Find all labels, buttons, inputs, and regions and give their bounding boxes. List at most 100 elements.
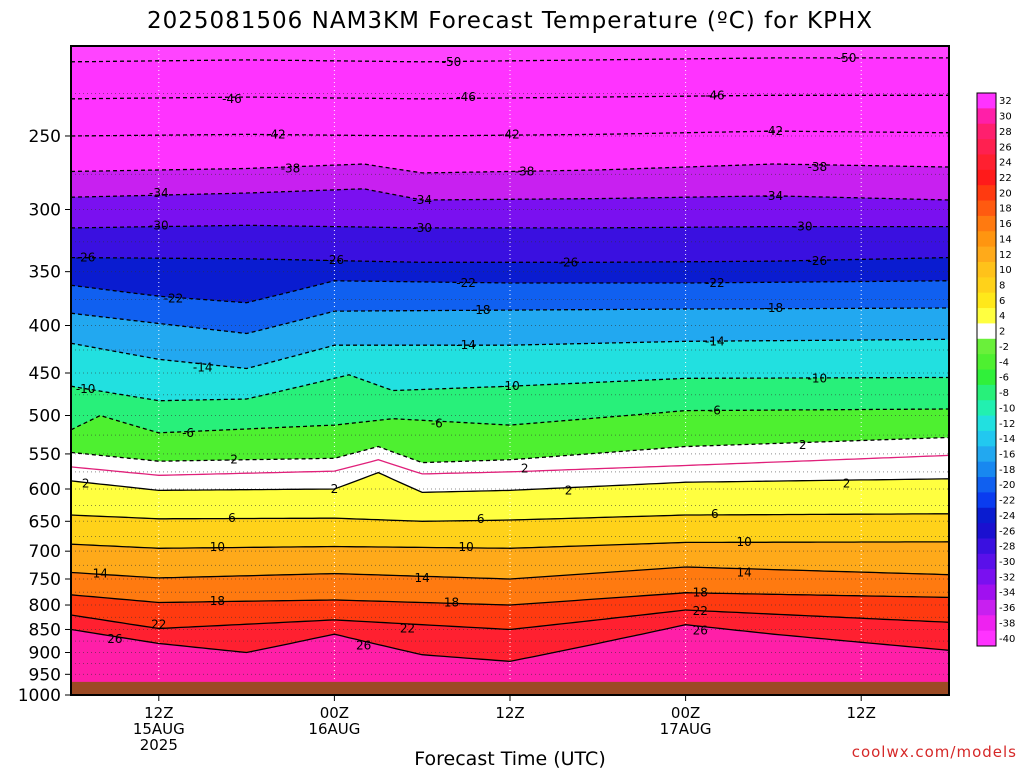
colorbar-swatch [977, 215, 996, 232]
colorbar-swatch [977, 277, 996, 294]
colorbar-tick-label: 6 [999, 296, 1005, 307]
colorbar-tick-label: 18 [999, 204, 1012, 215]
colorbar-tick-label: 26 [999, 142, 1012, 153]
colorbar-tick-label: -2 [999, 342, 1009, 353]
colorbar-tick-label: 16 [999, 219, 1012, 230]
contour-label: -18 [764, 301, 784, 315]
isotherm--2 [71, 436, 949, 464]
colorbar-tick-label: -8 [999, 388, 1009, 399]
colorbar-swatch [977, 400, 996, 417]
isotherm-2 [71, 471, 949, 494]
contour-label: -50 [442, 55, 462, 69]
y-tick-label: 800 [29, 596, 61, 616]
isotherm--6 [71, 408, 949, 434]
x-tick-label: 17AUG [660, 720, 712, 738]
isotherm--14 [71, 338, 949, 370]
colorbar-swatch [977, 599, 996, 616]
credit-text: coolwx.com/models [852, 743, 1017, 761]
colorbar-tick-label: -22 [999, 496, 1015, 507]
pressure-axis: 250 300 350 400 450 500 550 600 650 700 750 800 850 9… [18, 127, 71, 706]
colorbar-tick-label: 24 [999, 158, 1012, 169]
colorbar-swatch [977, 185, 996, 202]
colorbar-swatch [977, 139, 996, 155]
contour-label: -14 [193, 361, 213, 375]
colorbar-tick-label: 8 [999, 281, 1005, 292]
isotherm--42 [71, 130, 949, 137]
y-tick-label: 250 [29, 127, 61, 147]
contour-label: -34 [764, 189, 784, 203]
contour-label: 10 [736, 535, 751, 549]
colorbar-swatch [977, 630, 996, 647]
colorbar-tick-label: 2 [999, 327, 1005, 338]
isotherm--30 [71, 224, 949, 229]
y-tick-label: 700 [29, 542, 61, 562]
contour-label: -26 [325, 253, 345, 267]
colorbar-swatch [977, 415, 996, 432]
colorbar-tick-label: -40 [999, 634, 1015, 645]
y-tick-label: 750 [29, 570, 61, 590]
colorbar-tick-label: 20 [999, 188, 1012, 199]
colorbar-tick-label: -24 [999, 511, 1015, 522]
contour-label: -38 [281, 162, 301, 176]
contour-label: 18 [693, 586, 708, 600]
colorbar-swatch [977, 446, 996, 463]
y-tick-label: 900 [29, 644, 61, 664]
isotherm--10 [71, 374, 949, 402]
colorbar-tick-label: -14 [999, 434, 1015, 445]
y-tick-label: 600 [29, 480, 61, 500]
colorbar-tick-label: -30 [999, 557, 1015, 568]
contour-label: -10 [76, 382, 96, 396]
isotherm--18 [71, 307, 949, 335]
contour-label: -42 [500, 127, 520, 141]
colorbar-swatch [977, 323, 996, 340]
colorbar-swatch [977, 354, 996, 370]
contour-label: -46 [705, 88, 725, 102]
isotherm--22 [71, 280, 949, 304]
y-tick-label: 300 [29, 201, 61, 221]
contour-label: -22 [164, 291, 184, 305]
x-tick-label: 16AUG [308, 720, 360, 738]
y-tick-label: 500 [29, 406, 61, 426]
colorbar-swatch [977, 569, 996, 586]
x-tick-label: 00Z [320, 704, 349, 722]
x-tick-label: 12Z [144, 704, 173, 722]
contour-label: -38 [807, 160, 827, 174]
y-tick-label: 550 [29, 445, 61, 465]
colorbar-swatch [977, 231, 996, 248]
contour-label: 14 [736, 565, 751, 579]
x-tick-label: 15AUG [133, 720, 185, 738]
colorbar-swatch [977, 553, 996, 570]
colorbar-tick-label: 14 [999, 234, 1012, 245]
contour-label: -34 [149, 186, 169, 200]
colorbar-tick-label: 12 [999, 250, 1012, 261]
contour-label: 18 [444, 595, 459, 609]
colorbar-tick-label: 28 [999, 127, 1012, 138]
colorbar-tick-label: -26 [999, 526, 1015, 537]
colorbar-swatch [977, 200, 996, 217]
contour-label: -26 [76, 251, 96, 265]
colorbar-tick-label: -12 [999, 419, 1015, 430]
plot-area: -50 -50 -46 -46 -46 -42 -42 -42 -38 -38 -38 -34 -34 -… [71, 46, 949, 695]
contour-label: 26 [356, 639, 371, 653]
contour-label: -2 [226, 453, 238, 467]
colorbar-swatch [977, 369, 996, 386]
contour-label: -14 [456, 338, 476, 352]
contour-label: -50 [837, 51, 857, 65]
colorbar-swatch [977, 477, 996, 493]
colorbar-tick-label: 32 [999, 96, 1012, 107]
band-below-26 [71, 624, 949, 695]
colorbar-swatch [977, 430, 996, 447]
contour-label: -6 [709, 404, 721, 418]
colorbar-swatch [977, 461, 996, 478]
colorbar-swatch [977, 507, 996, 524]
colorbar-swatch [977, 538, 996, 555]
chart-title: 2025081506 NAM3KM Forecast Temperature (… [147, 8, 873, 34]
contour-label: -34 [412, 193, 432, 207]
colorbar-tick-label: 10 [999, 265, 1012, 276]
colorbar-swatch [977, 523, 996, 539]
isotherm-contours [71, 57, 949, 663]
contour-label: 2 [82, 477, 90, 491]
x-axis-label: Forecast Time (UTC) [414, 748, 605, 768]
